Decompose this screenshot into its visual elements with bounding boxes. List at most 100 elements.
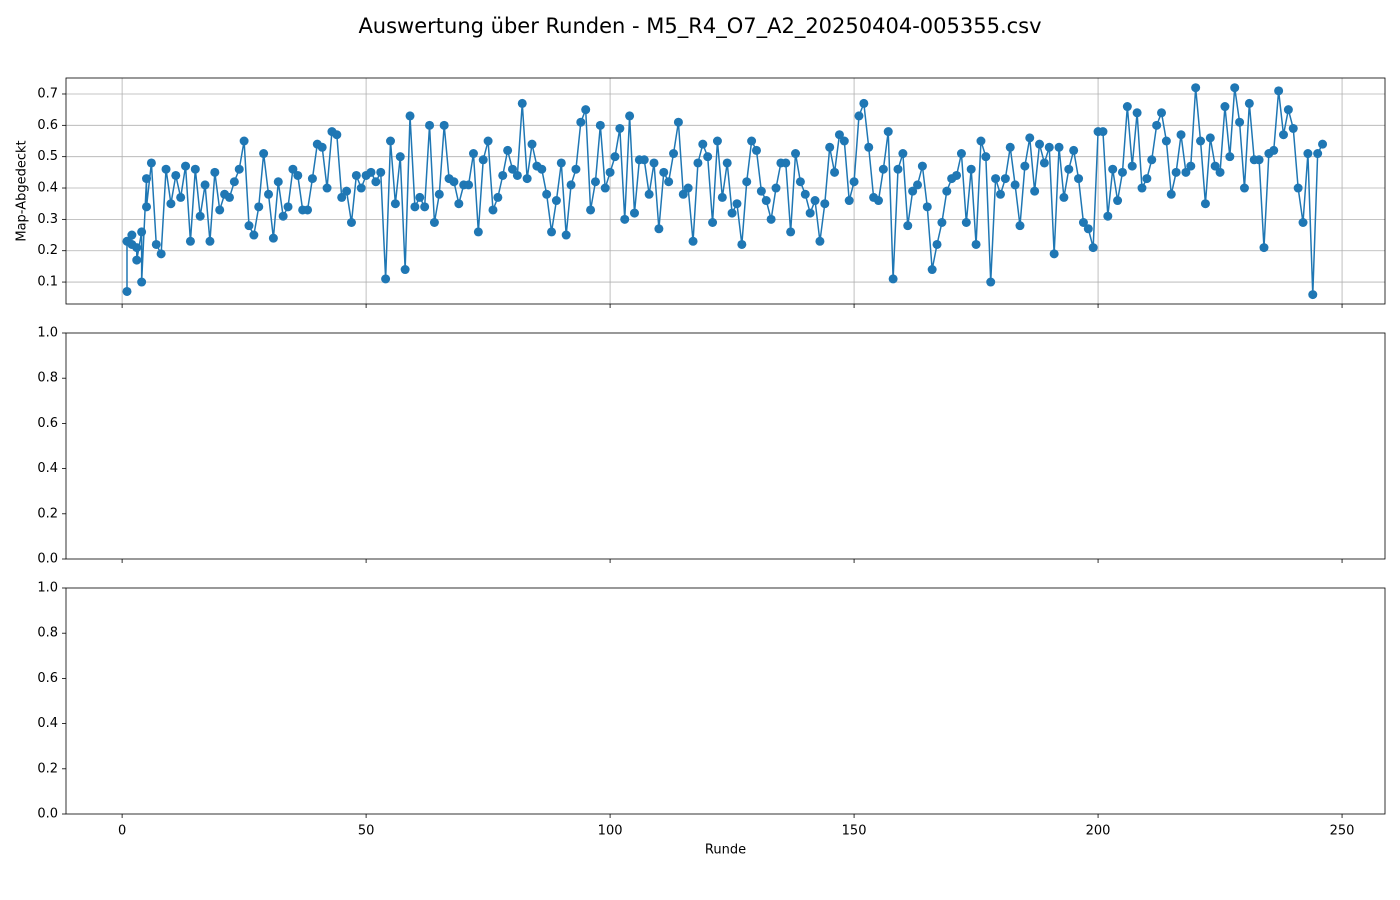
data-point [1015, 221, 1025, 231]
data-point [342, 186, 352, 196]
data-point [1147, 155, 1157, 165]
data-point [581, 105, 591, 115]
y-tick-label: 0.4 [37, 181, 58, 196]
data-point [854, 111, 864, 121]
data-point [742, 177, 752, 187]
data-point [737, 239, 747, 249]
data-point [278, 211, 288, 221]
data-point [786, 227, 796, 237]
data-point [146, 158, 156, 168]
data-point [1113, 196, 1123, 206]
data-point [449, 177, 459, 187]
data-point [805, 208, 815, 218]
data-point [771, 183, 781, 193]
data-point [1074, 174, 1084, 184]
data-point [698, 139, 708, 149]
data-point [1025, 133, 1035, 143]
data-point [137, 277, 147, 287]
data-point [1010, 180, 1020, 190]
data-point [132, 243, 142, 253]
data-point [468, 149, 478, 159]
data-point [210, 167, 220, 177]
data-point [873, 196, 883, 206]
data-point [1176, 130, 1186, 140]
data-point [1215, 167, 1225, 177]
data-point [795, 177, 805, 187]
data-point [669, 149, 679, 159]
data-point [1235, 117, 1245, 127]
data-point [127, 230, 137, 240]
data-point [1039, 158, 1049, 168]
data-point [1254, 155, 1264, 165]
data-point [766, 214, 776, 224]
data-point [664, 177, 674, 187]
data-point [1303, 149, 1313, 159]
data-point [815, 236, 825, 246]
data-point [1205, 133, 1215, 143]
y-tick-label: 0.8 [37, 371, 58, 386]
data-point [693, 158, 703, 168]
data-point [717, 192, 727, 202]
y-tick-label: 0.0 [37, 807, 58, 822]
data-point [1274, 86, 1284, 96]
data-point [1122, 102, 1132, 112]
data-point [566, 180, 576, 190]
data-point [995, 189, 1005, 199]
y-tick-label: 0.1 [37, 275, 58, 290]
axes-frame [65, 77, 1386, 305]
data-point [332, 130, 342, 140]
data-point [503, 145, 513, 155]
data-point [454, 199, 464, 209]
data-point [922, 202, 932, 212]
x-axis-label: Runde [705, 843, 746, 858]
data-point [464, 180, 474, 190]
data-point [620, 214, 630, 224]
data-point [839, 136, 849, 146]
data-point [1044, 142, 1054, 152]
data-point [629, 208, 639, 218]
data-point [659, 167, 669, 177]
data-point [1191, 83, 1201, 93]
data-point [1142, 174, 1152, 184]
data-point [1035, 139, 1045, 149]
data-point [1088, 243, 1098, 253]
data-point [1083, 224, 1093, 234]
x-tick-label: 100 [598, 824, 623, 839]
y-tick-label: 0.2 [37, 243, 58, 258]
x-tick-label: 50 [358, 824, 375, 839]
data-point [1117, 167, 1127, 177]
data-point [264, 189, 274, 199]
data-point [249, 230, 259, 240]
data-point [1108, 164, 1118, 174]
data-point [429, 218, 439, 228]
data-point [751, 145, 761, 155]
data-point [1152, 120, 1162, 130]
data-point [976, 136, 986, 146]
data-point [1161, 136, 1171, 146]
data-point [259, 149, 269, 159]
data-point [273, 177, 283, 187]
data-point [791, 149, 801, 159]
data-point [639, 155, 649, 165]
data-point [268, 233, 278, 243]
data-point [722, 158, 732, 168]
data-point [434, 189, 444, 199]
data-point [952, 170, 962, 180]
data-point [683, 183, 693, 193]
data-point [337, 192, 347, 202]
data-point [615, 123, 625, 133]
data-point [420, 202, 430, 212]
data-point [834, 130, 844, 140]
data-point [234, 164, 244, 174]
data-point [215, 205, 225, 215]
data-point [483, 136, 493, 146]
data-point [488, 205, 498, 215]
data-point [727, 208, 737, 218]
data-point [1313, 149, 1323, 159]
data-point [171, 170, 181, 180]
data-point [810, 196, 820, 206]
y-tick-label: 0.7 [37, 86, 58, 101]
data-point [288, 164, 298, 174]
data-point [644, 189, 654, 199]
